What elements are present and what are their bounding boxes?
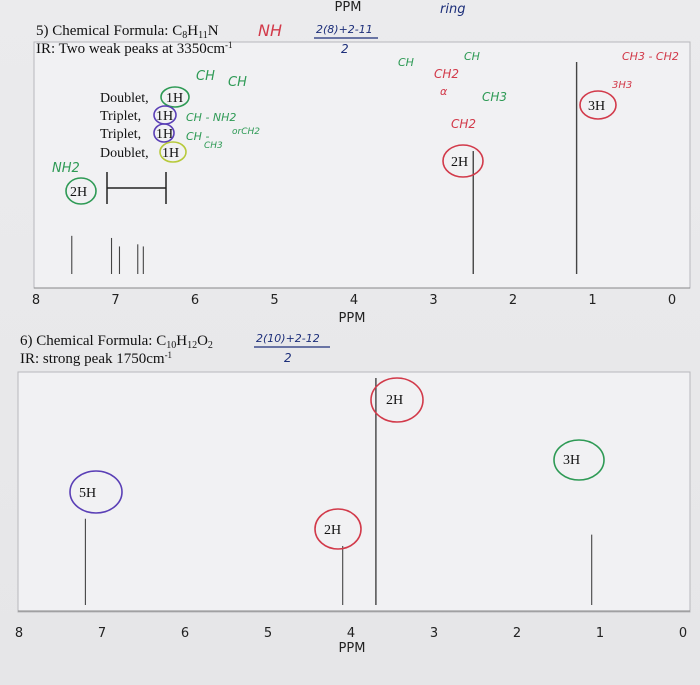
circle-doublet-1 — [160, 86, 190, 108]
label-2h-b: 2H — [386, 393, 403, 408]
note-ch3-small: CH3 — [204, 141, 223, 151]
note-alpha: α — [440, 85, 448, 98]
note-ch3-right: CH3 - CH2 — [622, 50, 679, 63]
tick-label: 6 — [181, 626, 189, 641]
label-3h-right: 3H — [588, 99, 605, 114]
tick-label: 1 — [588, 293, 596, 308]
label-doublet-1: Doublet, — [100, 91, 149, 106]
note-dou-top: 2(8)+2-11 — [316, 23, 373, 36]
circle-3h — [579, 90, 617, 120]
tick-label: 3 — [429, 293, 437, 308]
circle-doublet-2 — [159, 141, 187, 163]
tick-label: 1 — [596, 626, 604, 641]
tick-label: 6 — [191, 293, 199, 308]
tick-label: 0 — [679, 626, 687, 641]
note-ch-ch2: CH — [228, 75, 247, 90]
tick-label: 7 — [98, 626, 106, 641]
tick-label: 4 — [347, 626, 355, 641]
circle-3h-6 — [553, 439, 605, 481]
spectrum-6-xlabel: PPM — [339, 641, 366, 656]
label-triplet-1-int: 1H — [156, 109, 173, 124]
tick-label: 3 — [430, 626, 438, 641]
circle-5h — [69, 470, 123, 514]
label-doublet-2: Doublet, — [100, 146, 149, 161]
note-ch-small2: CH — [464, 50, 480, 63]
tick-label: 5 — [264, 626, 272, 641]
note-3h3: 3H3 — [612, 80, 632, 91]
handwritten-notes: NH 2(8)+2-11 2 ring CH CH CH - NH2 orCH2… — [52, 2, 679, 365]
spectrum-6-frame — [17, 371, 691, 613]
label-doublet-2-int: 1H — [162, 146, 179, 161]
circle-2h-mid — [442, 144, 484, 178]
note-ch2: CH2 — [434, 67, 459, 81]
label-2h-left: 2H — [70, 185, 87, 200]
tick-label: 8 — [32, 293, 40, 308]
problem-6-title: 6) Chemical Formula: C10H12O2 — [20, 333, 213, 351]
tick-label: 7 — [111, 293, 119, 308]
spectrum-6-peaks — [84, 378, 593, 605]
note-ch-dash: CH - — [186, 130, 209, 143]
problem-6-ir: IR: strong peak 1750cm-1 — [20, 350, 172, 367]
tick-label: 2 — [509, 293, 517, 308]
problem-5-title: 5) Chemical Formula: C8H11N — [36, 23, 219, 41]
spectrum-5-frame — [33, 41, 691, 289]
circle-2h-left — [65, 177, 97, 205]
spectrum-5-ticks: 8 7 6 5 4 3 2 1 0 — [32, 293, 676, 308]
label-triplet-1: Triplet, — [100, 109, 141, 124]
problem-5-ir: IR: Two weak peaks at 3350cm-1 — [36, 40, 233, 57]
label-2h-mid: 2H — [451, 155, 468, 170]
spectrum-5-xlabel: PPM — [339, 311, 366, 326]
note-dou2-bottom: 2 — [284, 351, 292, 365]
top-ppm-label: PPM — [335, 0, 362, 15]
tick-label: 8 — [15, 626, 23, 641]
note-ring: ring — [440, 2, 465, 17]
handwritten-circles — [65, 86, 617, 550]
note-ch3: CH3 — [482, 90, 507, 104]
tick-label: 0 — [668, 293, 676, 308]
spectrum-5-peaks — [71, 62, 578, 274]
circle-2h-b — [370, 377, 424, 423]
note-ch-nh2: CH - NH2 — [186, 111, 236, 124]
coupling-bracket — [106, 172, 167, 204]
note-dou2-top: 2(10)+2-12 — [256, 332, 320, 345]
spectrum-6-ticks: 8 7 6 5 4 3 2 1 0 — [15, 626, 687, 641]
circle-triplet-2 — [153, 123, 175, 143]
note-dou-bottom: 2 — [341, 42, 349, 56]
note-ch-small: CH — [398, 56, 414, 69]
circle-2h-a — [314, 508, 362, 550]
note-nh2: NH2 — [52, 161, 80, 176]
label-triplet-2-int: 1H — [156, 127, 173, 142]
label-3h-6: 3H — [563, 453, 580, 468]
label-triplet-2: Triplet, — [100, 127, 141, 142]
note-or-ch2: orCH2 — [232, 127, 260, 137]
label-5h: 5H — [79, 486, 96, 501]
tick-label: 2 — [513, 626, 521, 641]
note-nh: NH — [258, 21, 282, 40]
label-2h-a: 2H — [324, 523, 341, 538]
note-ch-ch: CH — [196, 69, 215, 84]
label-doublet-1-int: 1H — [166, 91, 183, 106]
tick-label: 4 — [350, 293, 358, 308]
note-ch2-b: CH2 — [451, 117, 476, 131]
tick-label: 5 — [270, 293, 278, 308]
